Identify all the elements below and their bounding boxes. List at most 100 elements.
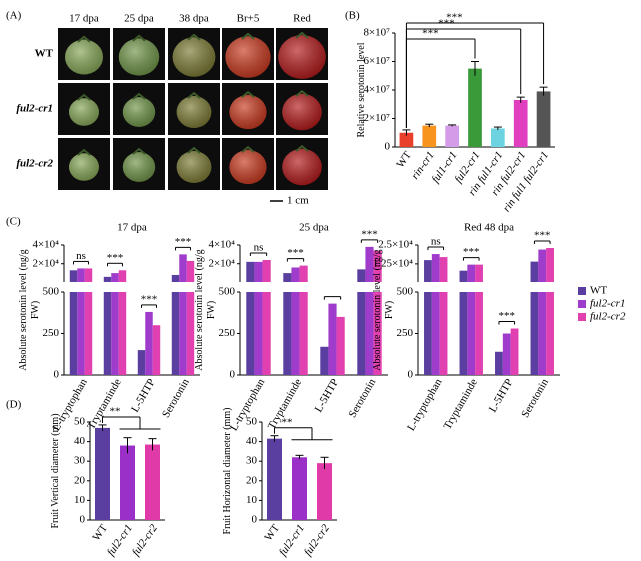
fruit-shade <box>176 95 212 129</box>
bar <box>328 303 337 375</box>
y-tick-label: 10 <box>246 494 258 506</box>
bar-lower <box>365 292 374 375</box>
significance: ns <box>431 236 441 248</box>
x-tick-label: L-5HTP <box>313 377 342 415</box>
error-bar <box>516 96 525 103</box>
bar-lower <box>103 292 112 375</box>
x-tick-label: L-tryptophan <box>405 376 445 433</box>
bar-lower <box>179 292 187 375</box>
bar <box>510 328 519 375</box>
x-tick-label: Serotonin <box>519 376 551 419</box>
bar-lower <box>510 328 519 375</box>
bar-lower <box>495 351 503 375</box>
y-tick-label: 4×10⁷ <box>363 84 390 96</box>
significance: *** <box>438 18 455 30</box>
panel-label: (B) <box>345 10 360 22</box>
fruit-shade <box>229 94 267 130</box>
x-tick-label: ful2-cr2 <box>130 522 160 558</box>
fruit-shade <box>229 149 267 185</box>
significance: *** <box>175 236 192 248</box>
y-tick-label: 30 <box>74 455 86 467</box>
bar <box>118 270 127 375</box>
bar-lower <box>467 292 476 375</box>
stem <box>132 147 146 155</box>
y-tick-label: 20 <box>246 474 258 486</box>
stem <box>187 33 201 41</box>
bar-upper <box>179 254 187 282</box>
significance: *** <box>446 12 463 24</box>
y-tick-label: 0 <box>385 141 391 153</box>
y-tick-label: 0 <box>80 514 86 526</box>
bar-lower <box>262 292 271 375</box>
bar <box>186 260 195 375</box>
axis-break <box>414 283 562 291</box>
stem <box>77 35 91 43</box>
bar-upper <box>171 274 180 282</box>
bar-upper <box>546 248 554 282</box>
y-tick-label: 2×10⁷ <box>363 112 390 124</box>
error-bar <box>98 424 107 431</box>
fruit-shade <box>172 37 216 77</box>
bar <box>491 128 505 147</box>
y-axis-label: Absolute serotonin level (ng/g FW) <box>372 249 395 371</box>
bar-upper <box>291 267 300 282</box>
bar <box>267 438 282 520</box>
column-header: 38 dpa <box>179 13 209 25</box>
bar <box>424 260 432 375</box>
bar-upper <box>373 250 382 282</box>
bar <box>445 125 459 147</box>
bar <box>546 248 554 375</box>
error-bar <box>295 454 304 460</box>
bar <box>317 463 332 520</box>
bar-upper <box>262 259 271 282</box>
fruit-shade <box>118 38 160 76</box>
bar-lower <box>424 292 432 375</box>
significance: *** <box>107 252 124 264</box>
significance: *** <box>361 228 378 240</box>
bar-upper <box>186 260 195 282</box>
bar-upper <box>357 269 366 282</box>
error-bar <box>123 437 132 454</box>
bar-lower <box>137 350 146 375</box>
chart-title: Red 48 dpa <box>464 222 514 234</box>
bar-lower <box>171 292 180 375</box>
column-header: Br+5 <box>237 13 260 25</box>
bar <box>246 261 255 375</box>
stem <box>187 146 201 154</box>
y-tick-label: 4×10⁴ <box>32 239 59 251</box>
y-tick-label: 50 <box>246 416 258 428</box>
bar-lower <box>118 292 127 375</box>
bar <box>439 257 448 375</box>
y-tick-label: 0 <box>230 369 236 381</box>
bar-upper <box>111 273 119 282</box>
significance: *** <box>463 246 480 258</box>
stem <box>241 32 255 40</box>
bar <box>530 261 539 375</box>
bar <box>84 268 93 375</box>
y-tick-label: 0 <box>54 369 60 381</box>
bar-upper <box>246 261 255 282</box>
bar <box>365 246 374 375</box>
bar <box>262 259 271 375</box>
fruit-shade <box>282 148 322 186</box>
stem <box>241 90 255 98</box>
bar-lower <box>84 292 93 375</box>
bar-lower <box>77 292 85 375</box>
error-bar <box>148 438 157 451</box>
bar-lower <box>291 292 300 375</box>
bar-lower <box>538 292 547 375</box>
y-tick-label: 2×10⁴ <box>32 257 59 269</box>
significance: ns <box>254 242 264 254</box>
y-tick-label: 8×10⁷ <box>363 27 390 39</box>
legend-label: WT <box>590 285 607 297</box>
bar-upper <box>103 276 112 282</box>
bar-upper <box>299 265 308 282</box>
column-header: Red <box>293 13 311 25</box>
error-bar <box>402 129 411 136</box>
bar-upper <box>118 270 127 282</box>
y-tick-label: 40 <box>74 435 86 447</box>
stem <box>295 31 309 39</box>
error-bar <box>425 123 434 128</box>
bar <box>291 267 300 375</box>
